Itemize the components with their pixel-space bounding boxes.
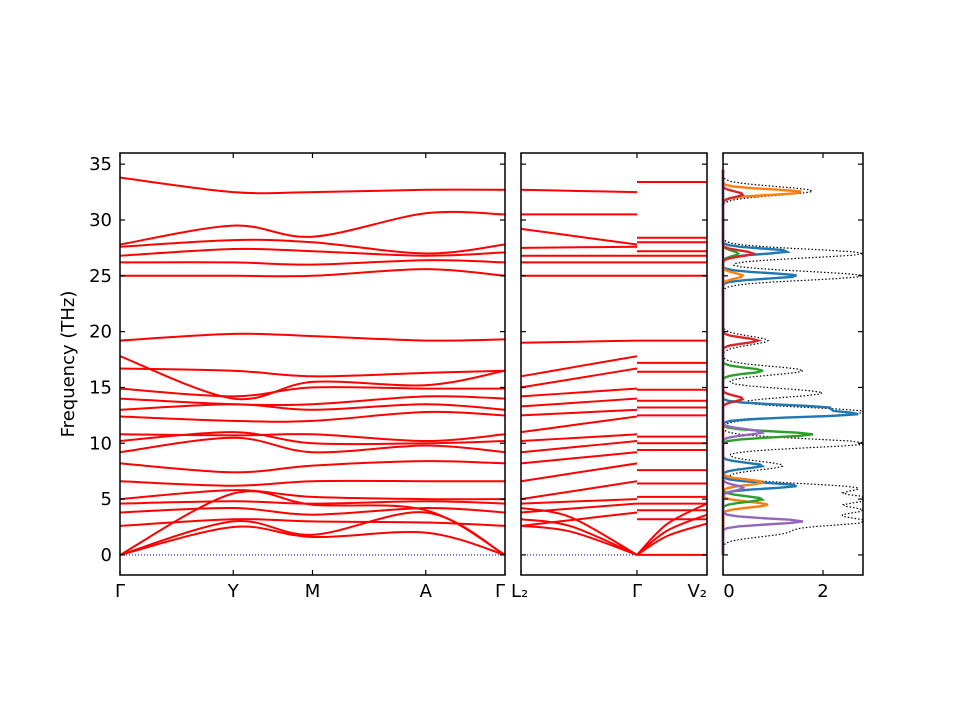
band-line	[636, 513, 708, 556]
main-panel-frame	[119, 152, 506, 576]
band-line	[119, 355, 506, 401]
y-tick-label: 5	[101, 489, 112, 510]
dos-panel-frame	[722, 152, 864, 576]
y-tick-label: 10	[89, 433, 112, 454]
band-line	[520, 408, 638, 417]
band-line	[119, 431, 506, 446]
band-line	[520, 415, 638, 434]
x-tick-label: A	[420, 581, 433, 602]
band-line	[119, 259, 506, 266]
x-tick-label: Y	[227, 581, 240, 602]
band-line	[520, 502, 638, 514]
x-tick-label: Γ	[115, 581, 125, 602]
band-line	[520, 397, 638, 408]
y-tick-label: 35	[89, 154, 112, 175]
band-line	[520, 440, 638, 454]
band-line	[520, 367, 638, 389]
band-line	[520, 511, 638, 527]
band-line	[119, 332, 506, 342]
band-line	[119, 500, 506, 505]
band-line	[119, 518, 506, 527]
y-tick-label: 25	[89, 266, 112, 287]
band-line	[119, 525, 506, 556]
band-line	[119, 410, 506, 423]
band-line	[520, 462, 638, 483]
x-tick-label: 2	[817, 581, 828, 602]
y-tick-label: 0	[101, 545, 112, 566]
band-line	[119, 247, 506, 257]
secondary-panel-frame	[520, 152, 708, 576]
band-line	[636, 502, 708, 556]
band-line	[119, 403, 506, 411]
band-line	[520, 339, 638, 344]
band-line	[119, 238, 506, 255]
band-line	[119, 506, 506, 516]
band-structure-secondary-panel: L₂ Γ V₂	[511, 152, 708, 602]
band-line	[119, 386, 506, 398]
band-line	[119, 489, 506, 501]
band-line	[520, 480, 638, 501]
band-line	[119, 511, 506, 556]
y-tick-label: 15	[89, 377, 112, 398]
band-line	[636, 522, 708, 556]
band-line	[119, 268, 506, 278]
pdos-curve	[721, 169, 814, 555]
band-line	[119, 210, 506, 246]
x-tick-label: L₂	[511, 581, 528, 602]
pdos-curve	[721, 169, 859, 555]
band-line	[520, 524, 638, 556]
x-tick-label: Γ	[495, 581, 505, 602]
band-line	[520, 245, 638, 249]
x-tick-label: M	[305, 581, 321, 602]
band-line	[520, 507, 638, 556]
band-structure-main-panel: 0 5 10 15 20 25 30 35 Γ Y M A Γ	[89, 152, 506, 602]
band-line	[520, 227, 638, 246]
band-line	[520, 498, 638, 505]
band-line	[520, 387, 638, 398]
band-line	[520, 433, 638, 442]
band-line	[119, 367, 506, 378]
x-tick-label: V₂	[687, 581, 707, 602]
band-line	[520, 355, 638, 378]
band-line	[119, 176, 506, 195]
band-line	[119, 395, 506, 407]
y-tick-label: 20	[89, 322, 112, 343]
x-tick-label: Γ	[632, 581, 642, 602]
band-line	[119, 436, 506, 454]
y-tick-label: 30	[89, 210, 112, 231]
band-line	[520, 188, 638, 194]
y-axis-label: Frequency (THz)	[58, 291, 79, 438]
band-line	[119, 460, 506, 474]
band-line	[520, 518, 638, 556]
x-tick-label: 0	[723, 581, 734, 602]
band-line	[520, 451, 638, 465]
band-line	[119, 479, 505, 487]
